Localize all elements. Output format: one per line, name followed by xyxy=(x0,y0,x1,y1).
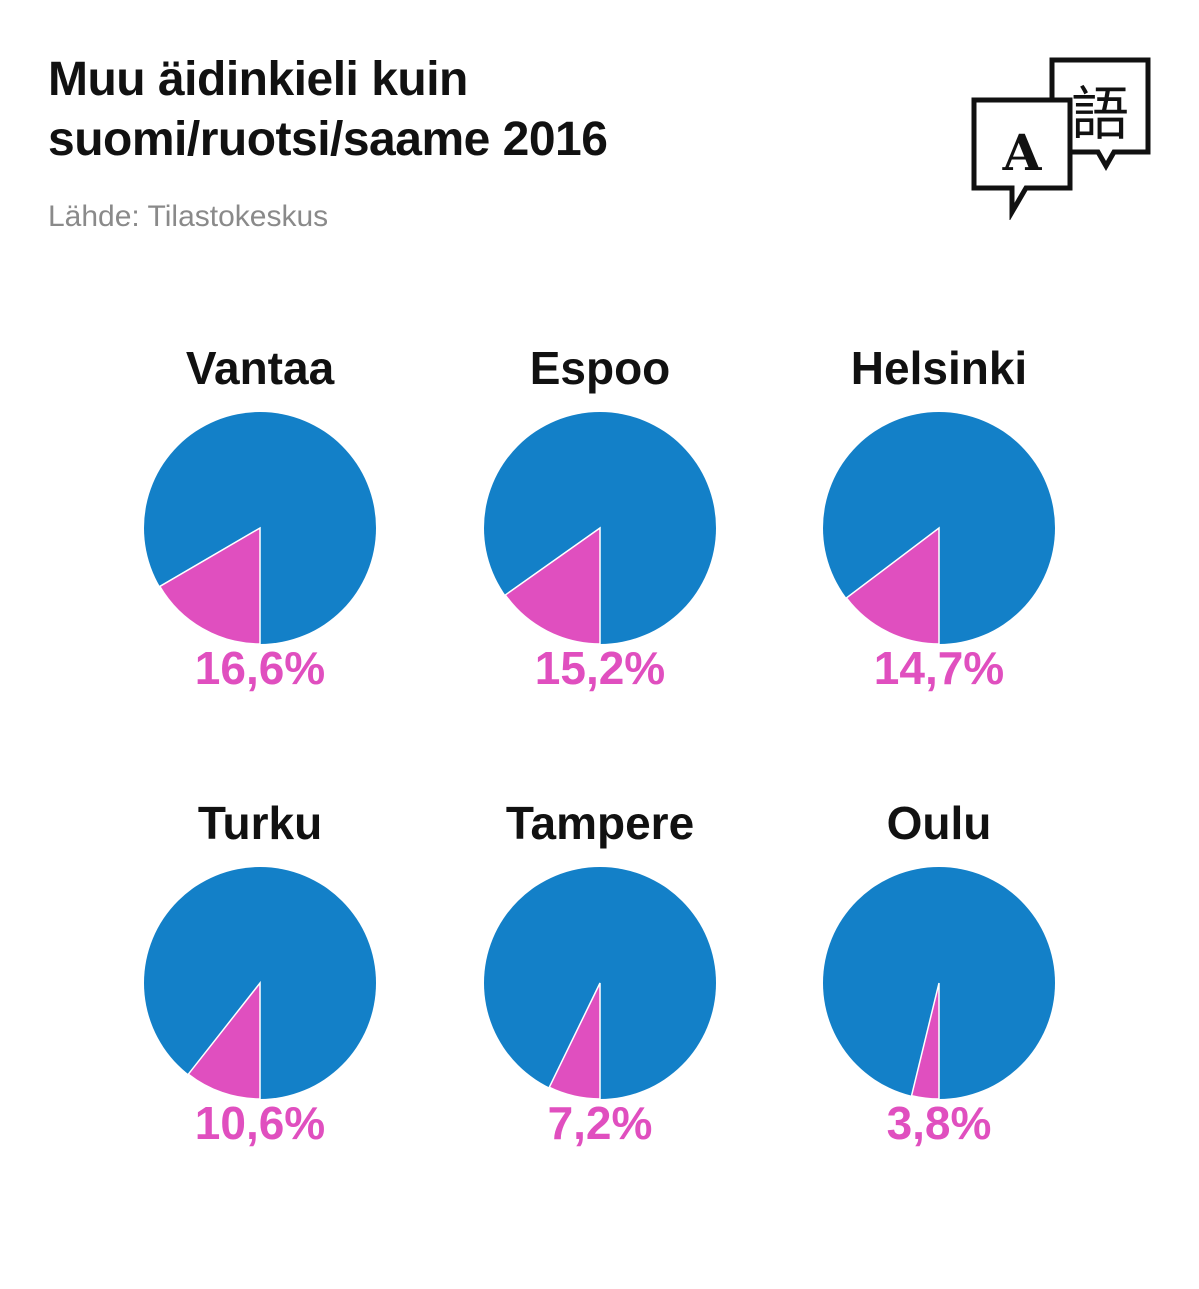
language-translate-icon: A 語 xyxy=(971,57,1151,220)
pie-slice-highlight xyxy=(845,526,940,645)
pie-svg xyxy=(823,412,1055,645)
pie-value-label: 10,6% xyxy=(194,1097,326,1149)
letter-a-glyph: A xyxy=(1002,123,1043,182)
pie-svg xyxy=(823,867,1055,1100)
pie-slice-highlight xyxy=(910,982,940,1100)
pie-svg xyxy=(144,412,376,645)
chart-title-line-2: suomi/ruotsi/saame 2016 xyxy=(48,113,608,166)
pie-slice-highlight xyxy=(504,526,601,645)
pie-value-label: 7,2% xyxy=(547,1097,653,1149)
pie-label: Vantaa xyxy=(185,342,335,394)
pie-svg xyxy=(144,867,376,1100)
chart-title: Muu äidinkieli kuin suomi/ruotsi/saame 2… xyxy=(48,50,908,170)
pie-label: Tampere xyxy=(505,797,695,849)
chart-title-line-1: Muu äidinkieli kuin xyxy=(48,53,468,106)
pie-slice-highlight xyxy=(158,526,261,645)
cjk-glyph: 語 xyxy=(1071,80,1129,148)
pie-value-label: 14,7% xyxy=(873,642,1005,694)
pie-value-label: 16,6% xyxy=(194,642,326,694)
pie-chart-tampere: Tampere 7,2% xyxy=(430,795,770,1175)
pie-value-label: 3,8% xyxy=(886,1097,992,1149)
pie-chart-helsinki: Helsinki 14,7% xyxy=(769,340,1109,720)
pie-svg xyxy=(484,412,716,645)
pie-label: Helsinki xyxy=(850,342,1028,394)
pie-chart-espoo: Espoo 15,2% xyxy=(430,340,770,720)
pie-chart-oulu: Oulu 3,8% xyxy=(769,795,1109,1175)
pie-slice-highlight xyxy=(548,982,601,1100)
pie-chart-vantaa: Vantaa 16,6% xyxy=(90,340,430,720)
pie-value-label: 15,2% xyxy=(534,642,666,694)
pie-svg xyxy=(484,867,716,1100)
pie-chart-turku: Turku 10,6% xyxy=(90,795,430,1175)
chart-source: Lähde: Tilastokeskus xyxy=(48,200,329,233)
pie-label: Oulu xyxy=(886,797,992,849)
pie-label: Espoo xyxy=(529,342,671,394)
pie-slice-highlight xyxy=(187,980,261,1100)
speech-bubble-front xyxy=(971,97,1073,220)
pie-label: Turku xyxy=(197,797,323,849)
